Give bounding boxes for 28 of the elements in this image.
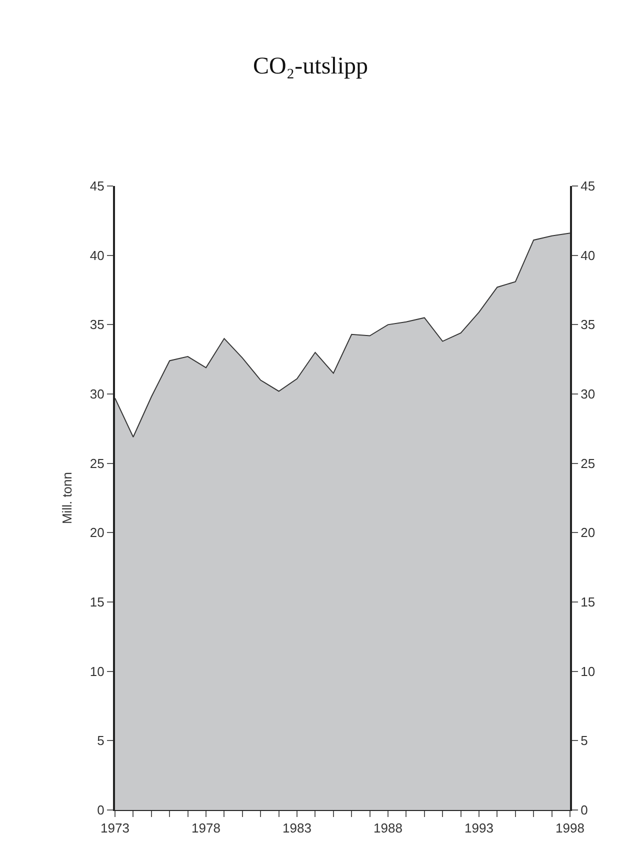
y-tick-label: 40	[90, 248, 104, 263]
chart-title: CO₂-utslipp	[252, 53, 368, 80]
y-tick-label: 45	[90, 178, 104, 194]
y2-tick-label: 5	[580, 733, 588, 748]
y2-tick-label: 30	[580, 386, 596, 402]
y2-tick-label: 40	[580, 248, 596, 263]
y2-tick-label: 45	[580, 178, 596, 194]
x-tick-label: 1998	[556, 820, 584, 836]
y-tick-label: 25	[90, 456, 104, 471]
y2-tick-label: 20	[580, 525, 596, 540]
y2-tick-label: 35	[580, 317, 596, 332]
y-tick-label: 15	[90, 594, 104, 610]
y2-tick-label: 0	[580, 802, 588, 818]
y-tick-label: 20	[90, 525, 104, 540]
x-tick-label: 1993	[464, 820, 494, 836]
x-tick-label: 1978	[192, 820, 220, 836]
y-axis-title: Mill. tonn	[59, 472, 74, 524]
y-tick-label: 10	[90, 664, 104, 679]
y-tick-label: 30	[90, 386, 104, 402]
y-tick-label: 0	[97, 802, 104, 818]
x-tick-label: 1983	[282, 820, 312, 836]
y-tick-label: 5	[97, 733, 104, 748]
y2-tick-label: 15	[580, 594, 596, 610]
y-tick-label: 35	[90, 317, 104, 332]
y2-tick-label: 25	[580, 456, 596, 471]
x-tick-label: 1988	[374, 820, 402, 836]
x-tick-label: 1973	[100, 820, 130, 836]
y2-tick-label: 10	[580, 664, 596, 679]
